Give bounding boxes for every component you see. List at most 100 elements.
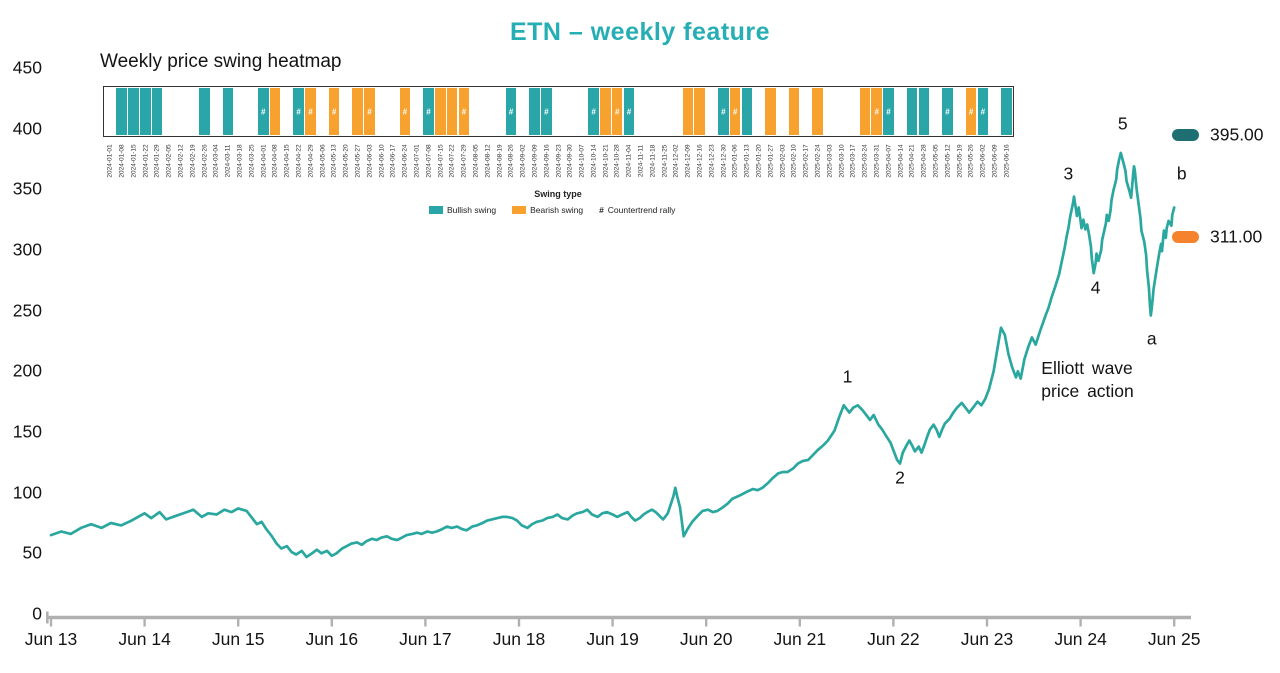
countertrend-hash-icon: #	[599, 205, 604, 215]
y-tick-label: 450	[12, 57, 42, 78]
bullish-swatch-icon	[429, 206, 443, 214]
heatmap-cell	[918, 88, 930, 135]
y-tick-label: 300	[12, 239, 42, 260]
x-tick-label: Jun 18	[492, 629, 546, 649]
heatmap-cell	[151, 88, 163, 135]
countertrend-hash-icon: #	[614, 107, 620, 116]
heatmap-legend-title: Swing type	[534, 189, 582, 199]
heatmap-cell	[446, 88, 458, 135]
heatmap-cell	[529, 88, 540, 135]
x-tick-label: Jun 15	[211, 629, 265, 649]
countertrend-hash-icon: #	[331, 107, 337, 116]
countertrend-hash-icon: #	[461, 107, 467, 116]
heatmap-cell	[434, 88, 446, 135]
x-tick-label: Jun 25	[1147, 629, 1201, 649]
heatmap-cell: #	[718, 88, 729, 135]
heatmap-cell: #	[458, 88, 470, 135]
heatmap-cell	[906, 88, 918, 135]
price-marker-pill	[1172, 128, 1199, 141]
countertrend-hash-icon: #	[544, 107, 549, 116]
legend-bullish-label: Bullish swing	[447, 205, 497, 215]
heatmap-cell: #	[541, 88, 552, 135]
y-tick-label: 50	[22, 542, 42, 563]
x-tick-label: Jun 21	[773, 629, 827, 649]
countertrend-hash-icon: #	[721, 107, 726, 116]
x-tick-label: Jun 24	[1054, 629, 1107, 649]
countertrend-hash-icon: #	[261, 107, 266, 116]
heatmap-cell: #	[293, 88, 304, 135]
wave-label-a: a	[1146, 328, 1157, 349]
x-tick-label: Jun 14	[118, 629, 171, 649]
heatmap-cell	[116, 88, 127, 135]
countertrend-hash-icon: #	[591, 107, 596, 116]
heatmap-title: Weekly price swing heatmap	[100, 51, 342, 72]
heatmap-cell	[812, 88, 824, 135]
x-tick-label: Jun 19	[586, 629, 639, 649]
wave-label-4: 4	[1090, 277, 1101, 298]
heatmap-cell: #	[399, 88, 411, 135]
heatmap-cell	[139, 88, 151, 135]
heatmap-cell: #	[257, 88, 269, 135]
wave-label-b: b	[1176, 163, 1187, 184]
heatmap-cell	[788, 88, 800, 135]
countertrend-hash-icon: #	[968, 107, 974, 116]
x-tick-label: Jun 22	[867, 629, 920, 649]
heatmap-cell: #	[871, 88, 883, 135]
heatmap-cell: #	[942, 88, 953, 135]
y-tick-label: 100	[12, 482, 42, 503]
wave-label-1: 1	[842, 366, 853, 387]
elliott-note-line1: Elliott wave	[1041, 357, 1133, 378]
heatmap-cell: #	[305, 88, 316, 135]
countertrend-hash-icon: #	[732, 107, 738, 116]
countertrend-hash-icon: #	[426, 107, 431, 116]
countertrend-hash-icon: #	[626, 107, 632, 116]
legend-bearish-label: Bearish swing	[530, 205, 584, 215]
heatmap-cell: #	[364, 88, 375, 135]
heatmap-cell: #	[729, 88, 741, 135]
heatmap-cell	[859, 88, 871, 135]
heatmap-cell: #	[423, 88, 434, 135]
price-marker-label: 395.00	[1210, 124, 1264, 145]
countertrend-hash-icon: #	[980, 107, 986, 116]
heatmap-cell: #	[965, 88, 977, 135]
countertrend-hash-icon: #	[402, 107, 408, 116]
y-tick-label: 350	[12, 178, 42, 199]
y-tick-label: 250	[12, 300, 42, 321]
x-tick-label: Jun 17	[399, 629, 452, 649]
countertrend-hash-icon: #	[508, 107, 514, 116]
heatmap-cell: #	[588, 88, 599, 135]
y-tick-label: 200	[12, 360, 42, 381]
x-tick-label: Jun 16	[305, 629, 359, 649]
heatmap-cell: #	[623, 88, 635, 135]
heatmap-cell: #	[505, 88, 517, 135]
y-tick-label: 400	[12, 118, 42, 139]
heatmap-cell	[682, 88, 694, 135]
price-marker-pill	[1172, 230, 1199, 243]
heatmap-cell	[600, 88, 611, 135]
countertrend-hash-icon: #	[945, 107, 950, 116]
bearish-swatch-icon	[512, 206, 527, 214]
elliott-note-line2: price action	[1041, 380, 1134, 401]
heatmap-cell	[128, 88, 139, 135]
heatmap-cell: #	[977, 88, 989, 135]
heatmap-cell	[352, 88, 363, 135]
heatmap-cell	[222, 88, 234, 135]
countertrend-hash-icon: #	[874, 107, 879, 116]
y-tick-label: 0	[32, 603, 42, 624]
heatmap-cell: #	[328, 88, 340, 135]
heatmap-cell	[765, 88, 776, 135]
wave-label-2: 2	[895, 467, 905, 488]
heatmap: # # # # # # # # # # # # # # # # # # # #	[103, 86, 1014, 137]
heatmap-cell: #	[611, 88, 623, 135]
wave-label-3: 3	[1063, 163, 1074, 184]
heatmap-cell: #	[883, 88, 894, 135]
heatmap-cell	[198, 88, 210, 135]
legend-countertrend-label: Countertrend rally	[607, 205, 676, 215]
x-tick-label: Jun 20	[679, 629, 733, 649]
countertrend-hash-icon: #	[886, 107, 891, 116]
countertrend-hash-icon: #	[367, 107, 372, 116]
page-title: ETN – weekly feature	[509, 18, 771, 46]
elliott-note: Elliott wave price action	[1041, 357, 1134, 403]
